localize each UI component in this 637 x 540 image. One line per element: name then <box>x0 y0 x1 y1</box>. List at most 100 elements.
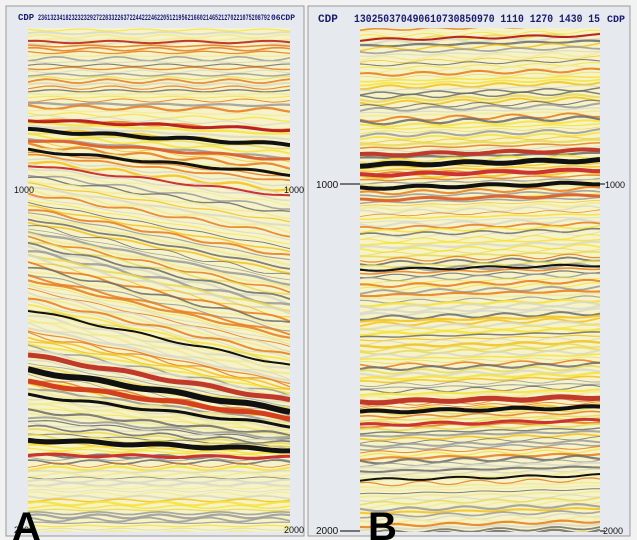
reflector <box>360 205 600 215</box>
reflector <box>360 465 600 474</box>
reflector <box>360 499 600 510</box>
reflector <box>28 195 290 241</box>
reflector <box>28 186 290 227</box>
reflector <box>360 337 600 347</box>
reflector <box>28 72 290 77</box>
reflector <box>360 262 600 273</box>
reflector <box>360 401 600 409</box>
reflector <box>28 31 290 36</box>
reflector <box>360 231 600 241</box>
reflector <box>360 507 600 515</box>
reflector <box>360 33 600 42</box>
reflector <box>360 29 600 38</box>
reflector <box>360 267 600 275</box>
reflector <box>360 51 600 62</box>
reflector <box>360 78 600 87</box>
reflector <box>28 500 290 507</box>
reflector <box>28 403 290 432</box>
reflector <box>360 180 600 191</box>
reflector <box>360 327 600 337</box>
reflector <box>28 521 290 525</box>
reflector <box>360 292 600 300</box>
reflector <box>360 147 600 158</box>
header-label: CDP <box>607 15 625 26</box>
reflector <box>360 247 600 256</box>
reflector <box>360 55 600 63</box>
panel-letter: A <box>12 505 41 540</box>
reflector <box>28 112 290 122</box>
reflector <box>28 46 290 52</box>
reflector <box>360 84 600 92</box>
reflector <box>360 477 600 487</box>
reflector <box>28 352 290 403</box>
reflector <box>28 63 290 67</box>
reflector <box>28 444 290 454</box>
reflector <box>360 183 600 191</box>
reflector <box>28 55 290 62</box>
reflector <box>28 169 290 207</box>
reflector <box>360 459 600 468</box>
reflector <box>360 142 600 150</box>
reflector <box>360 289 600 298</box>
depth-label: 2000 <box>603 526 623 536</box>
reflector <box>28 75 290 81</box>
reflector <box>28 192 290 238</box>
reflector <box>360 50 600 57</box>
reflector <box>360 368 600 378</box>
reflector <box>28 494 290 500</box>
reflector <box>360 364 600 375</box>
reflector <box>360 481 600 489</box>
reflector <box>360 174 600 182</box>
reflector <box>28 527 290 531</box>
panel-letter: B <box>368 505 397 540</box>
reflector <box>360 502 600 513</box>
reflector <box>360 28 600 35</box>
reflector <box>28 60 290 64</box>
reflector <box>360 263 600 272</box>
reflector <box>360 510 600 519</box>
reflector <box>360 115 600 126</box>
reflector <box>360 126 600 134</box>
reflector <box>360 436 600 444</box>
header-cdp: 2361323418232323292722833226372244222462… <box>38 14 270 23</box>
reflector <box>360 177 600 186</box>
reflector <box>28 218 290 270</box>
reflector <box>28 230 290 286</box>
reflector <box>28 85 290 90</box>
seismic-section-a <box>28 28 290 532</box>
reflector <box>360 46 600 55</box>
reflector <box>28 167 290 202</box>
reflector <box>28 336 290 390</box>
reflector <box>28 366 290 415</box>
reflector <box>360 430 600 438</box>
reflector <box>28 297 290 356</box>
reflector <box>360 519 600 529</box>
reflector <box>28 476 290 480</box>
reflector <box>28 485 290 490</box>
reflector <box>28 78 290 85</box>
reflector <box>28 119 290 133</box>
header-label: CDP <box>18 13 35 23</box>
reflector <box>360 414 600 422</box>
reflector <box>360 375 600 384</box>
reflector <box>28 408 290 437</box>
reflector <box>28 462 290 468</box>
depth-label: 1000 <box>14 185 34 195</box>
reflector <box>360 349 600 360</box>
reflector <box>28 516 290 523</box>
reflector <box>360 131 600 141</box>
reflector <box>28 508 290 512</box>
reflector <box>360 196 600 205</box>
reflector <box>360 145 600 154</box>
reflector <box>360 119 600 128</box>
reflector <box>28 88 290 93</box>
reflector <box>28 310 290 366</box>
reflector <box>28 142 290 170</box>
reflector <box>360 361 600 372</box>
reflector <box>28 421 290 443</box>
reflector <box>28 104 290 113</box>
header-cdp: 130250370490610730850970 1110 1270 1430 … <box>354 14 600 26</box>
reflector <box>28 327 290 382</box>
reflector <box>360 216 600 224</box>
reflector <box>360 127 600 138</box>
